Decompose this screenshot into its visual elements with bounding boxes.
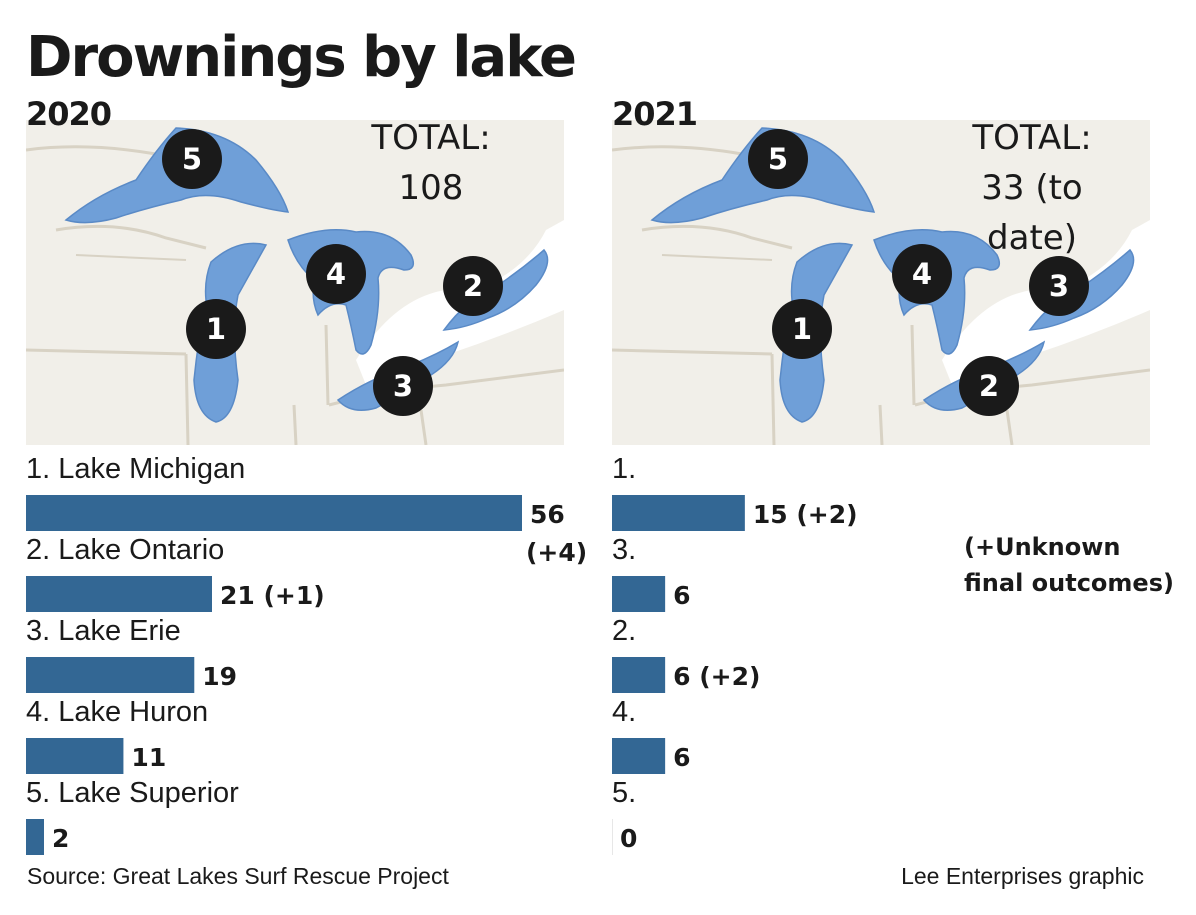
great-lakes-map-2020: 1 2 3 4 5: [26, 120, 564, 445]
panel-2021: 2021 1: [612, 95, 1174, 875]
marker-lake-michigan-2020: 1: [186, 299, 246, 359]
svg-text:2: 2: [979, 369, 999, 403]
graphic-credit: Lee Enterprises graphic: [901, 863, 1144, 889]
category-label-5: 5.: [612, 777, 636, 809]
total-2020: TOTAL: 108: [356, 113, 506, 213]
value-label-lake-huron: 6: [673, 743, 690, 772]
year-heading-2020: 2020: [26, 95, 112, 133]
bar-lake-superior-2020: [26, 819, 44, 855]
bar-lake-erie-2021: [612, 657, 666, 693]
bar-chart-2020: 1. Lake Michigan 56 (+4) 2. Lake Ontario 21 …: [26, 453, 586, 855]
category-label-2: 2. Lake Ontario: [26, 534, 224, 566]
value-label-lake-ontario: 6: [673, 581, 690, 610]
marker-lake-ontario-2020: 2: [443, 256, 503, 316]
total-label-2021: TOTAL:: [972, 118, 1092, 158]
marker-lake-ontario-2021: 3: [1029, 256, 1089, 316]
total-2021: TOTAL: 33 (to date): [932, 113, 1132, 263]
total-value-2021: 33 (to date): [981, 168, 1083, 258]
marker-lake-michigan-2021: 1: [772, 299, 832, 359]
total-value-2020: 108: [398, 168, 464, 208]
bar-lake-michigan-2021: [612, 495, 745, 531]
value-label-lake-michigan: 15 (+2): [753, 500, 858, 529]
unknown-outcomes-note: (+Unknown final outcomes): [964, 533, 1174, 597]
bar-lake-huron-2020: [26, 738, 124, 774]
value-label-lake-superior: 2: [52, 824, 69, 853]
value-label-lake-michigan: 56: [530, 500, 565, 529]
category-label-3: 3. Lake Erie: [26, 615, 181, 647]
category-label-2: 3.: [612, 534, 636, 566]
value-label-lake-huron: 11: [131, 743, 166, 772]
lake-markers-2020: 1 2 3 4 5: [162, 129, 503, 416]
year-heading-2021: 2021: [612, 95, 698, 133]
category-label-3: 2.: [612, 615, 636, 647]
svg-text:5: 5: [182, 142, 202, 176]
total-label-2020: TOTAL:: [371, 118, 491, 158]
svg-text:4: 4: [326, 257, 346, 291]
great-lakes-map-2021: 1 3 2 4 5: [612, 120, 1150, 445]
svg-text:2: 2: [463, 269, 483, 303]
svg-text:5: 5: [768, 142, 788, 176]
bar-lake-erie-2020: [26, 657, 195, 693]
lake-markers-2021: 1 3 2 4 5: [748, 129, 1089, 416]
bar-lake-michigan-2020: [26, 495, 522, 531]
value-label-extra-lake-michigan: (+4): [526, 538, 586, 567]
marker-lake-superior-2020: 5: [162, 129, 222, 189]
category-label-1: 1. Lake Michigan: [26, 453, 245, 485]
svg-text:3: 3: [393, 369, 413, 403]
marker-lake-huron-2020: 4: [306, 244, 366, 304]
svg-text:1: 1: [206, 312, 226, 346]
bar-lake-ontario-2020: [26, 576, 212, 612]
category-label-4: 4.: [612, 696, 636, 728]
svg-text:4: 4: [912, 257, 932, 291]
value-label-lake-ontario: 21 (+1): [220, 581, 325, 610]
bar-lake-huron-2021: [612, 738, 666, 774]
category-label-5: 5. Lake Superior: [26, 777, 239, 809]
bar-lake-ontario-2021: [612, 576, 666, 612]
marker-lake-huron-2021: 4: [892, 244, 952, 304]
value-label-lake-erie: 19: [202, 662, 237, 691]
category-label-1: 1.: [612, 453, 636, 485]
value-label-lake-superior: 0: [620, 824, 637, 853]
marker-lake-erie-2020: 3: [373, 356, 433, 416]
source-credit: Source: Great Lakes Surf Rescue Project: [27, 863, 449, 889]
value-label-lake-erie: 6 (+2): [673, 662, 760, 691]
chart-title: Drownings by lake: [26, 25, 577, 90]
svg-text:1: 1: [792, 312, 812, 346]
bar-chart-2021: 1. 15 (+2) 3. 6 2. 6 (+2) 4. 6 5. 0: [612, 453, 858, 855]
marker-lake-superior-2021: 5: [748, 129, 808, 189]
marker-lake-erie-2021: 2: [959, 356, 1019, 416]
category-label-4: 4. Lake Huron: [26, 696, 208, 728]
panel-2020: 2020 1: [26, 95, 586, 875]
svg-text:3: 3: [1049, 269, 1069, 303]
